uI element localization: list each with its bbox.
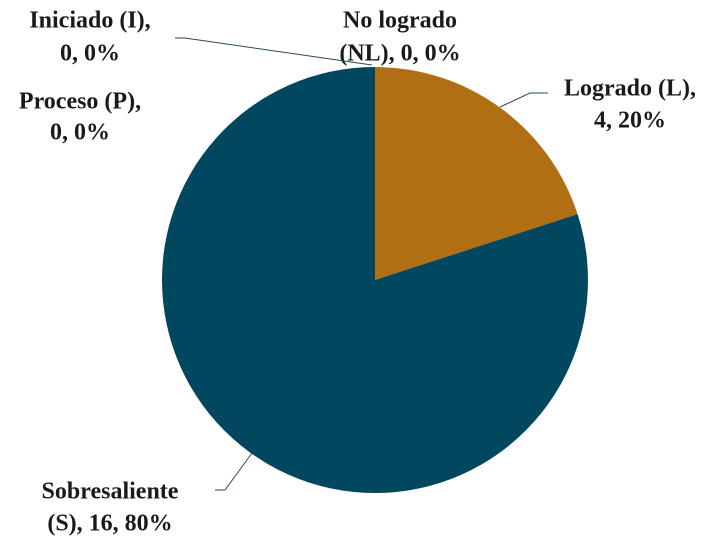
leader-line	[215, 452, 253, 491]
data-label: Sobresaliente	[42, 479, 179, 505]
data-label: Proceso (P),	[19, 89, 141, 115]
leader-line	[175, 37, 373, 66]
data-label: 0, 0%	[50, 120, 110, 146]
data-label: 4, 20%	[594, 108, 666, 134]
data-label: No logrado	[343, 8, 457, 34]
data-label: Logrado (L),	[564, 76, 696, 102]
data-label: 0, 0%	[60, 41, 120, 67]
leader-line	[499, 92, 548, 108]
pie-slice	[375, 67, 578, 280]
pie-slice	[161, 67, 588, 494]
data-label: Iniciado (I),	[29, 8, 150, 34]
data-label: (S), 16, 80%	[47, 511, 172, 537]
data-label: (NL), 0, 0%	[339, 41, 460, 67]
